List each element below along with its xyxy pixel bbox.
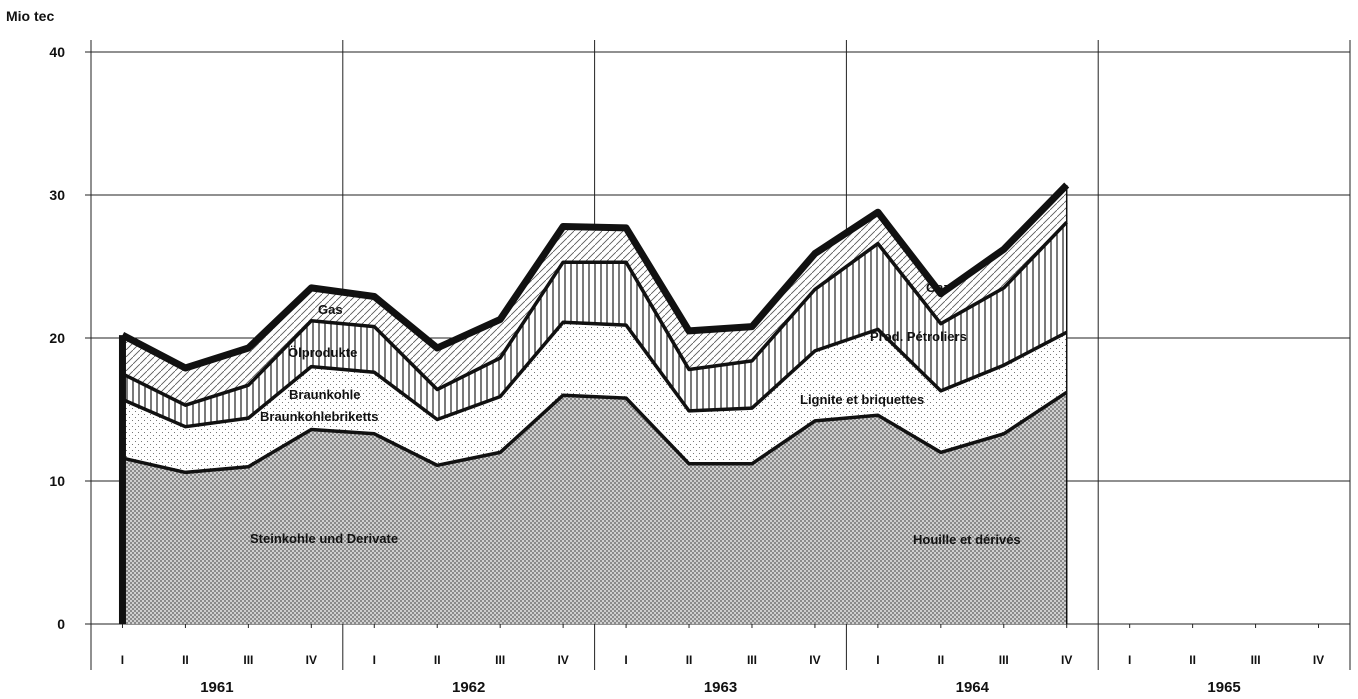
x-tick-label-quarter: IV: [1061, 653, 1072, 667]
line-oil-top: [121, 220, 1068, 407]
x-tick-label-quarter: III: [495, 653, 505, 667]
x-tick-label-quarter: IV: [1313, 653, 1324, 667]
y-tick-label: 30: [49, 187, 65, 203]
x-tick-label-quarter: III: [999, 653, 1009, 667]
y-tick-label: 10: [49, 473, 65, 489]
y-tick-label: 0: [57, 616, 65, 632]
x-tick-label-quarter: I: [1128, 653, 1131, 667]
x-tick-label-year: 1961: [200, 679, 233, 696]
line-lignite-top: [121, 320, 1068, 429]
label-coal-fr: Houille et dérivés: [913, 532, 1021, 547]
x-tick-label-quarter: III: [747, 653, 757, 667]
y-axis-unit-label: Mio tec: [6, 8, 55, 24]
line-coal-top: [122, 390, 1068, 475]
x-tick-label-quarter: IV: [557, 653, 568, 667]
label-lignite-fr: Lignite et briquettes: [800, 392, 924, 407]
x-tick-label-quarter: I: [624, 653, 627, 667]
x-tick-label-quarter: IV: [306, 653, 317, 667]
x-tick-label-quarter: I: [876, 653, 879, 667]
y-tick-label: 40: [49, 44, 65, 60]
line-total: [120, 182, 1070, 372]
x-tick-label-quarter: II: [182, 653, 189, 667]
label-oil-de: Ölprodukte: [288, 345, 357, 360]
x-tick-label-quarter: I: [373, 653, 376, 667]
y-tick-label: 20: [49, 330, 65, 346]
area-coal: [122, 392, 1067, 624]
x-tick-label-year: 1965: [1207, 679, 1240, 696]
x-tick-label-quarter: II: [686, 653, 693, 667]
area-lignite: [122, 322, 1067, 473]
label-gas-de: Gas: [318, 302, 343, 317]
x-tick-label-quarter: II: [937, 653, 944, 667]
label-lignite-de: Braunkohle: [289, 387, 361, 402]
x-tick-label-quarter: III: [1251, 653, 1261, 667]
x-tick-label-year: 1962: [452, 679, 485, 696]
label-gas-fr: Gaz: [926, 280, 950, 295]
label-coal-de: Steinkohle und Derivate: [250, 531, 398, 546]
x-tick-label-year: 1964: [956, 679, 990, 696]
label-oil-fr: Prod. Pétroliers: [870, 329, 967, 344]
x-tick-label-quarter: III: [243, 653, 253, 667]
x-tick-label-quarter: I: [121, 653, 124, 667]
x-tick-label-year: 1963: [704, 679, 737, 696]
label-briquettes-de: Braunkohlebriketts: [260, 409, 378, 424]
x-tick-label-quarter: II: [1189, 653, 1196, 667]
x-tick-label-quarter: IV: [809, 653, 820, 667]
x-tick-label-quarter: II: [434, 653, 441, 667]
